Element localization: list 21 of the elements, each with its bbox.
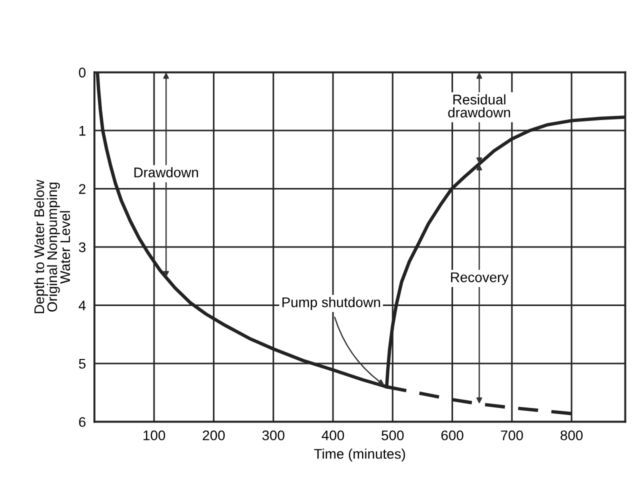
x-tick-label: 800 <box>560 430 583 440</box>
annotation: Pump shutdown <box>282 297 380 310</box>
y-axis-title: Depth to Water Below Original Nonpumping Water Level <box>34 180 70 314</box>
x-tick-label: 500 <box>382 430 404 440</box>
x-tick-label: 400 <box>322 430 344 440</box>
annotation: Recovery <box>451 272 509 285</box>
annotation: Drawdown <box>134 167 198 178</box>
y-tick-label: 4 <box>78 300 86 310</box>
x-tick-label: 700 <box>501 430 523 440</box>
y-tick-label: 1 <box>79 126 86 136</box>
y-tick-label: 2 <box>79 184 86 194</box>
x-tick-label: 100 <box>144 430 166 440</box>
y-tick-label: 0 <box>78 68 86 78</box>
y-tick-label: 5 <box>78 358 86 369</box>
y-tick-label: 3 <box>78 242 86 252</box>
y-tick-label: 6 <box>79 417 86 427</box>
annotation: Residual drawdown <box>448 94 510 118</box>
x-tick-label: 300 <box>262 430 284 440</box>
x-tick-label: 200 <box>202 430 225 440</box>
x-tick-label: 600 <box>441 430 464 440</box>
x-axis-title: Time (minutes) <box>314 448 406 462</box>
